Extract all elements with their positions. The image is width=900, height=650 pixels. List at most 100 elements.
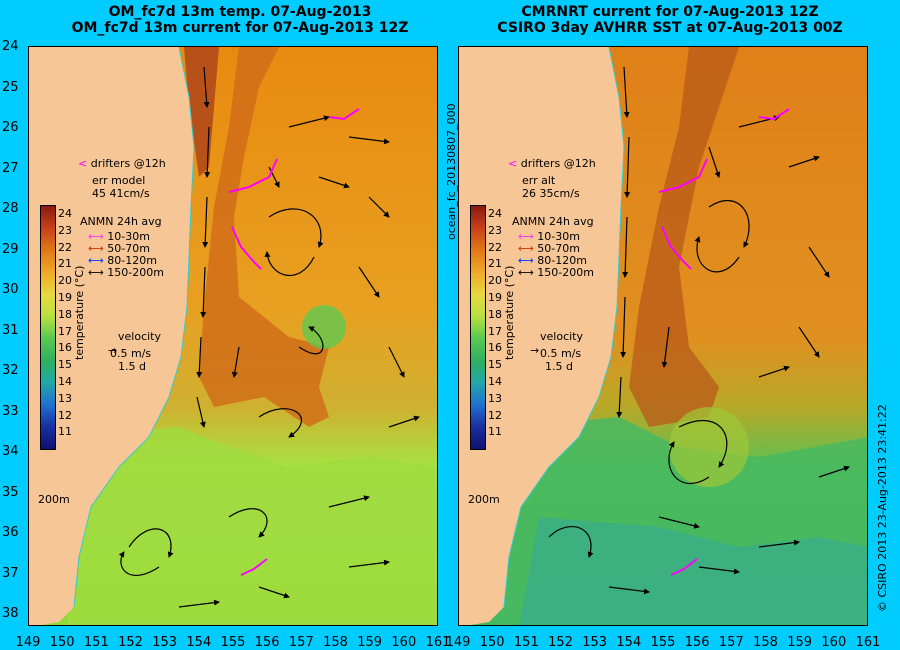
left-isobath-label: 200m [38,493,70,506]
colorbar-tick-label: 22 [58,240,72,254]
longitude-tick-label: 151 [513,635,539,650]
longitude-tick-label: 154 [616,635,642,650]
left-map-panel [28,46,438,626]
colorbar-tick-label: 11 [58,425,72,439]
colorbar-tick-label: 17 [58,324,72,338]
longitude-tick-label: 160 [391,635,417,650]
colorbar-tick-label: 13 [58,391,72,405]
latitude-tick-label: 31 [2,322,19,338]
left-map-svg [29,47,437,625]
warm-current-tongue [184,47,219,177]
right-colorbar-title: temperature (°C) [503,265,516,360]
left-title-line2: OM_fc7d 13m current for 07-Aug-2013 12Z [71,20,409,36]
latitude-tick-label: 35 [2,484,19,500]
left-velocity-label: velocity [118,330,161,343]
legend-depth-label: 10-30m [107,230,150,243]
right-map-panel [458,46,868,626]
colorbar-tick-label: 14 [58,375,72,388]
arrow-icon: ⟷ [88,254,104,267]
colorbar-tick-label: 19 [58,291,72,304]
longitude-tick-label: 151 [83,635,109,650]
right-colorbar [470,205,486,450]
right-drifters-text: drifters @12h [520,157,596,170]
arrow-icon: ⟷ [88,266,104,279]
longitude-tick-label: 159 [357,635,383,650]
ocean-run-label: ocean_fc_20130807_000 [445,103,458,240]
warm-eddy [669,407,749,487]
drifter-tracks [658,108,790,576]
arrow-icon: ⟷ [518,242,534,255]
colorbar-tick-label: 16 [488,341,502,355]
right-err-value: 26 35cm/s [522,187,580,200]
left-panel-title: OM_fc7d 13m temp. 07-Aug-2013 OM_fc7d 13… [30,4,450,36]
latitude-tick-label: 24 [2,39,19,54]
longitude-tick-label: 161 [425,635,451,650]
legend-depth-label: 10-30m [537,230,580,243]
right-title-line2: CSIRO 3day AVHRR SST at 07-Aug-2013 00Z [497,20,843,36]
colorbar-tick-label: 23 [58,223,72,237]
colorbar-tick-label: 22 [488,240,502,254]
current-vectors [548,66,850,595]
latitude-tick-label: 30 [2,282,19,297]
longitude-tick-label: 155 [220,635,246,650]
arrow-icon: ⟷ [518,230,534,243]
drifter-marker-icon: < [78,157,88,170]
right-legend-row-2: ⟷ 50-70m [518,243,580,255]
colorbar-tick-label: 11 [488,425,502,439]
right-isobath-label: 200m [468,493,500,506]
left-title-line1: OM_fc7d 13m temp. 07-Aug-2013 [108,4,372,20]
left-velocity-duration: 1.5 d [118,360,146,373]
isobath-200m [503,47,625,608]
colorbar-tick-label: 23 [488,223,502,237]
left-velocity-speed: 0.5 m/s [110,347,152,360]
longitude-tick-label: 156 [684,635,710,650]
colorbar-tick-label: 15 [58,358,72,372]
right-velocity-speed: 0.5 m/s [540,347,582,360]
right-err-label: err alt [522,174,556,187]
colorbar-tick-label: 12 [58,408,72,422]
longitude-tick-label: 154 [186,635,212,650]
latitude-tick-label: 38 [2,606,19,621]
longitude-tick-label: 158 [323,635,348,650]
warm-current-core [609,47,739,427]
latitude-tick-label: 33 [2,403,19,419]
colorbar-tick-label: 21 [488,257,502,271]
colorbar-tick-label: 21 [58,257,72,271]
longitude-tick-label: 150 [49,635,75,650]
colorbar-tick-label: 19 [488,291,502,304]
colorbar-tick-label: 18 [488,307,502,321]
latitude-tick-label: 25 [2,79,19,95]
legend-depth-label: 150-200m [537,266,594,279]
left-legend-row-3: ⟷ 80-120m [88,255,157,267]
arrow-icon: ⟷ [88,242,104,255]
left-drifters-label: < drifters @12h [78,157,166,170]
latitude-tick-label: 29 [2,241,19,257]
longitude-tick-label: 155 [650,635,676,650]
warm-current-core [179,47,329,427]
colorbar-tick-label: 14 [488,375,502,388]
left-drifters-text: drifters @12h [90,157,166,170]
isobath-200m [73,47,195,608]
longitude-tick-label: 152 [548,635,573,650]
longitude-tick-label: 153 [152,635,178,650]
right-velocity-label: velocity [540,330,583,343]
latitude-tick-label: 34 [2,444,19,459]
longitude-tick-label: 149 [445,635,471,650]
right-velocity-duration: 1.5 d [545,360,573,373]
current-vectors [118,66,420,608]
colorbar-tick-label: 15 [488,358,502,372]
latitude-tick-label: 26 [2,120,19,135]
arrow-icon: ⟷ [518,254,534,267]
right-legend-row-4: ⟷ 150-200m [518,267,594,279]
colorbar-tick-label: 24 [58,207,72,220]
right-legend-title: ANMN 24h avg [512,215,594,228]
right-drifters-label: < drifters @12h [508,157,596,170]
arrow-icon: ⟷ [518,266,534,279]
colorbar-tick-label: 24 [488,207,502,220]
cool-water-region [59,427,437,625]
latitude-tick-label: 37 [2,565,19,581]
arrow-icon: ⟷ [88,230,104,243]
longitude-tick-label: 150 [479,635,505,650]
right-map-svg [459,47,867,625]
copyright-label: © CSIRO 2013 23-Aug-2013 23:41:22 [876,404,889,612]
